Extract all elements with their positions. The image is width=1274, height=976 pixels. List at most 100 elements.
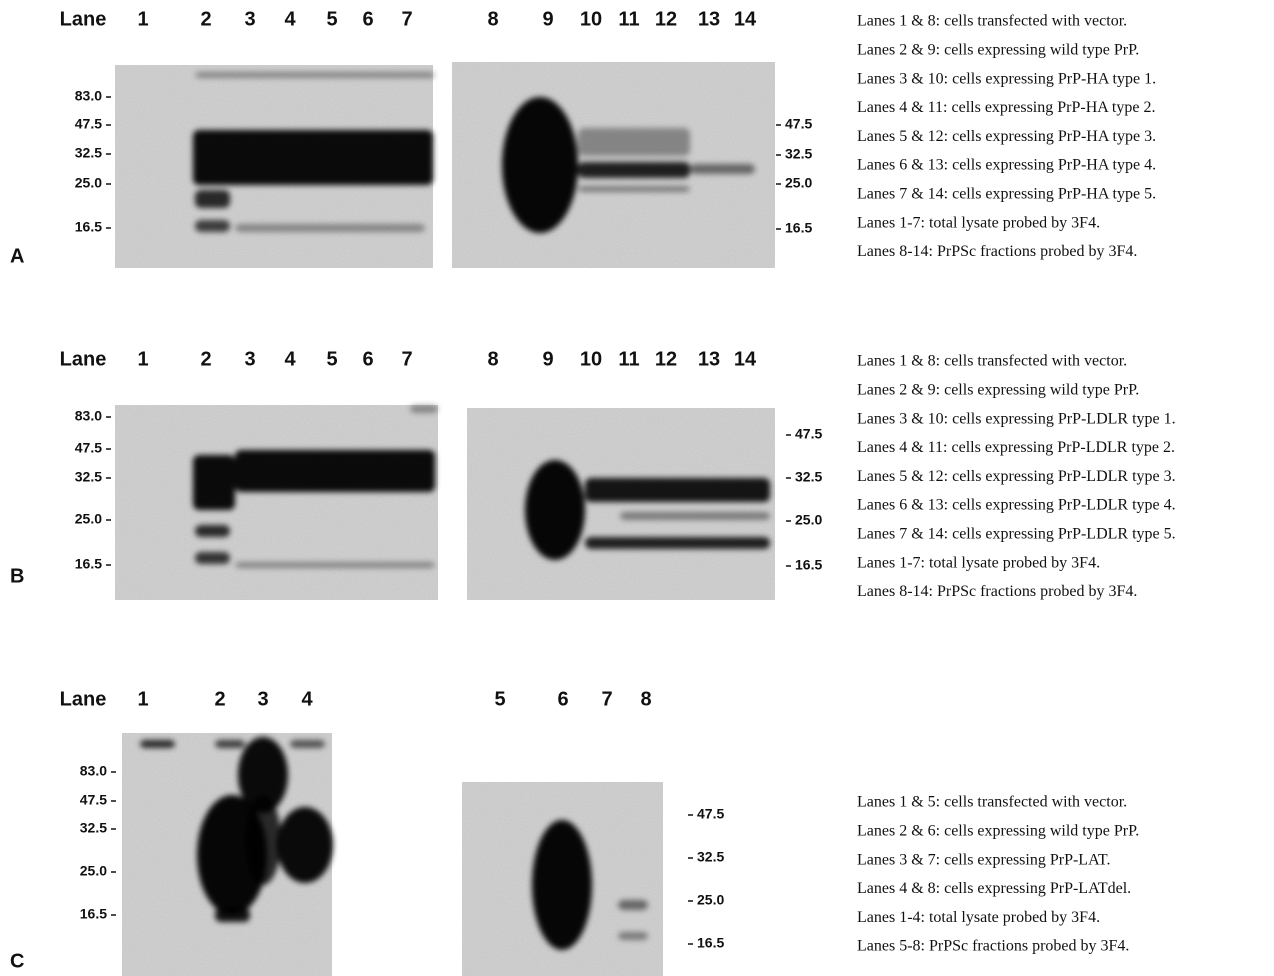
band <box>193 130 433 185</box>
legend-line: Lanes 4 & 11: cells expressing PrP-HA ty… <box>857 99 1155 116</box>
lane-number: 12 <box>655 348 677 370</box>
lane-number: 8 <box>487 348 498 370</box>
band <box>620 512 770 520</box>
legend-line: Lanes 5 & 12: cells expressing PrP-HA ty… <box>857 128 1156 145</box>
legend-line: Lanes 1 & 8: cells transfected with vect… <box>857 13 1127 30</box>
lane-number: 1 <box>137 8 148 30</box>
marker-label: 16.5 <box>75 219 102 235</box>
lane-number: 3 <box>244 8 255 30</box>
legend-line: Lanes 1-7: total lysate probed by 3F4. <box>857 554 1100 571</box>
band <box>195 72 435 78</box>
marker-label: 32.5 <box>80 820 107 836</box>
legend-line: Lanes 2 & 9: cells expressing wild type … <box>857 381 1139 398</box>
marker-label: 32.5 <box>75 145 102 161</box>
legend-line: Lanes 3 & 7: cells expressing PrP-LAT. <box>857 851 1110 868</box>
lane-number: 4 <box>284 348 296 370</box>
band <box>690 164 755 174</box>
lane-number: 5 <box>326 348 337 370</box>
legend-line: Lanes 2 & 6: cells expressing wild type … <box>857 822 1139 839</box>
band <box>525 460 585 560</box>
band <box>195 190 230 208</box>
band <box>235 224 425 232</box>
band <box>245 795 281 885</box>
legend-line: Lanes 6 & 13: cells expressing PrP-HA ty… <box>857 157 1156 174</box>
legend-line: Lanes 4 & 8: cells expressing PrP-LATdel… <box>857 880 1131 897</box>
lane-number: 7 <box>401 348 412 370</box>
legend-line: Lanes 3 & 10: cells expressing PrP-HA ty… <box>857 70 1156 87</box>
lane-number: 10 <box>580 348 602 370</box>
band <box>235 562 435 568</box>
lane-number: 3 <box>244 348 255 370</box>
band <box>193 455 235 510</box>
band <box>578 128 690 156</box>
lane-number: 1 <box>137 348 148 370</box>
lane-number: 9 <box>542 8 553 30</box>
lane-header: Lane <box>60 348 107 370</box>
marker-label: 16.5 <box>75 556 102 572</box>
marker-label: 16.5 <box>795 557 822 573</box>
marker-label: 83.0 <box>75 88 102 104</box>
legend-line: Lanes 1-4: total lysate probed by 3F4. <box>857 909 1100 926</box>
legend-line: Lanes 8-14: PrPSc fractions probed by 3F… <box>857 583 1137 600</box>
lane-number: 7 <box>601 688 612 710</box>
blot-grain <box>115 405 438 600</box>
band <box>195 552 230 564</box>
blot-grain <box>467 408 775 600</box>
marker-label: 25.0 <box>75 511 102 527</box>
legend-line: Lanes 6 & 13: cells expressing PrP-LDLR … <box>857 497 1176 514</box>
lane-number: 8 <box>640 688 651 710</box>
lane-number: 2 <box>200 348 211 370</box>
marker-label: 25.0 <box>697 892 724 908</box>
legend-line: Lanes 7 & 14: cells expressing PrP-LDLR … <box>857 525 1176 542</box>
lane-number: 2 <box>214 688 225 710</box>
band <box>578 186 690 192</box>
lane-number: 2 <box>200 8 211 30</box>
marker-label: 25.0 <box>80 863 107 879</box>
band <box>290 740 325 748</box>
marker-label: 16.5 <box>697 935 724 951</box>
legend-line: Lanes 2 & 9: cells expressing wild type … <box>857 41 1139 58</box>
lane-number: 13 <box>698 348 720 370</box>
lane-number: 6 <box>362 8 373 30</box>
band <box>410 405 438 413</box>
legend-line: Lanes 5-8: PrPSc fractions probed by 3F4… <box>857 938 1129 955</box>
legend-line: Lanes 1 & 8: cells transfected with vect… <box>857 353 1127 370</box>
band <box>585 537 770 549</box>
band <box>618 900 648 910</box>
marker-label: 47.5 <box>697 806 724 822</box>
legend-line: Lanes 1 & 5: cells transfected with vect… <box>857 794 1127 811</box>
marker-label: 16.5 <box>785 220 812 236</box>
band <box>215 908 250 922</box>
band <box>235 450 435 492</box>
legend-line: Lanes 8-14: PrPSc fractions probed by 3F… <box>857 243 1137 260</box>
lane-number: 5 <box>494 688 505 710</box>
band <box>532 820 592 950</box>
lane-number: 3 <box>257 688 268 710</box>
marker-label: 47.5 <box>75 440 102 456</box>
marker-label: 83.0 <box>80 763 107 779</box>
band <box>502 97 578 233</box>
band <box>618 932 648 940</box>
panel-letter: C <box>10 950 24 972</box>
lane-number: 13 <box>698 8 720 30</box>
lane-number: 11 <box>618 8 639 30</box>
marker-label: 32.5 <box>75 469 102 485</box>
legend-line: Lanes 5 & 12: cells expressing PrP-LDLR … <box>857 468 1176 485</box>
lane-number: 5 <box>326 8 337 30</box>
lane-number: 6 <box>557 688 568 710</box>
legend-line: Lanes 3 & 10: cells expressing PrP-LDLR … <box>857 410 1176 427</box>
marker-label: 47.5 <box>75 116 102 132</box>
lane-number: 1 <box>137 688 148 710</box>
band <box>277 807 333 883</box>
marker-label: 25.0 <box>795 512 822 528</box>
lane-number: 8 <box>487 8 498 30</box>
band <box>140 740 175 748</box>
band <box>578 162 690 178</box>
lane-number: 7 <box>401 8 412 30</box>
marker-label: 16.5 <box>80 906 107 922</box>
marker-label: 32.5 <box>785 146 812 162</box>
marker-label: 25.0 <box>785 175 812 191</box>
lane-number: 14 <box>734 348 757 370</box>
lane-number: 4 <box>284 8 296 30</box>
panel-letter: B <box>10 565 24 587</box>
